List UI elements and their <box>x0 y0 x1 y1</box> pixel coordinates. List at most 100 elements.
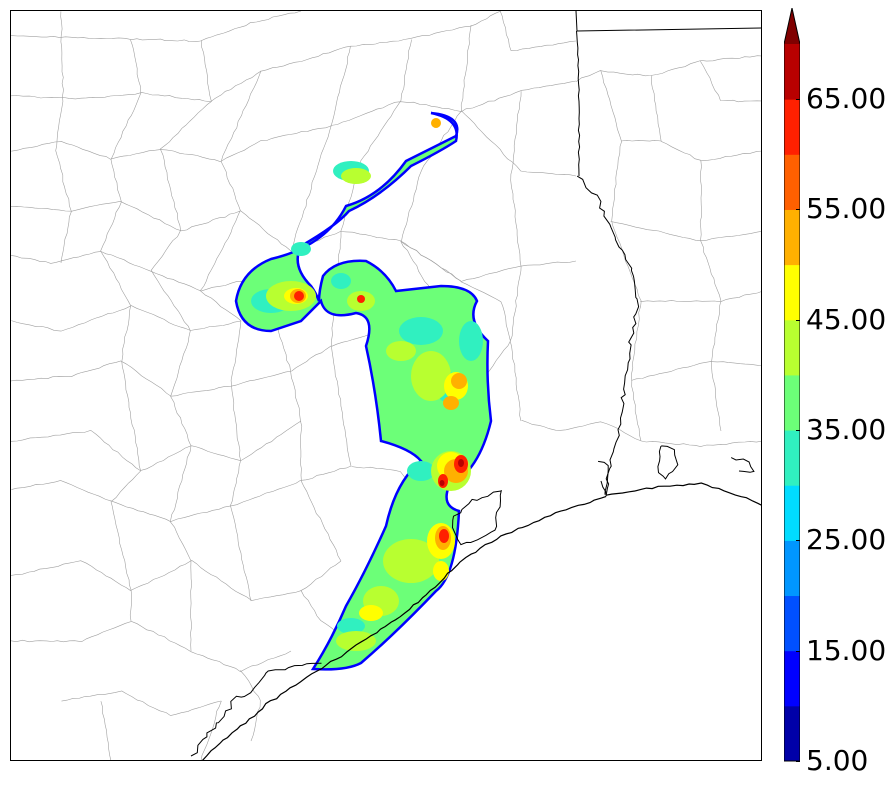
reflectivity-cell <box>433 561 449 581</box>
colorbar-arrow-border <box>784 8 800 45</box>
colorbar-tick-label: 65.00 <box>806 82 887 116</box>
county-line <box>11 200 292 252</box>
reflectivity-cell <box>336 631 376 651</box>
reflectivity-field <box>234 111 493 671</box>
colorbar-tick <box>796 761 800 762</box>
colorbar-segment <box>784 540 800 597</box>
colorbar-border <box>784 44 800 762</box>
county-line <box>330 80 577 126</box>
reflectivity-cell <box>294 291 304 301</box>
coastline <box>190 175 761 760</box>
county-line <box>11 11 302 42</box>
coastline-segment <box>606 482 761 506</box>
county-line <box>11 345 332 397</box>
county-line <box>11 465 352 523</box>
sabine-lake-outline <box>657 445 679 480</box>
county-line <box>621 139 662 142</box>
colorbar-segment <box>784 430 800 486</box>
reflectivity-cell <box>337 618 365 634</box>
county-line <box>291 231 577 282</box>
colorbar-tick-label: 55.00 <box>806 192 887 226</box>
state-boundary <box>575 11 761 177</box>
colorbar-segment <box>784 374 800 431</box>
county-line <box>509 91 522 422</box>
county-line <box>330 39 412 467</box>
colorbar-tick-label: 35.00 <box>806 413 887 447</box>
county-line <box>199 70 262 602</box>
colorbar-segment <box>784 705 800 762</box>
county-line <box>55 11 72 264</box>
state-line <box>576 30 581 177</box>
colorbar-segment <box>784 44 800 100</box>
colorbar-segment <box>784 319 800 376</box>
reflectivity-cell <box>451 373 467 389</box>
county-line <box>650 75 722 432</box>
colorbar-tick-label: 15.00 <box>806 633 887 667</box>
reflectivity-cell <box>443 396 459 410</box>
map-panel <box>10 10 762 761</box>
colorbar-segment <box>784 99 800 155</box>
reflectivity-cell <box>399 317 443 345</box>
colorbar-segment <box>784 485 800 541</box>
reflectivity-cell <box>458 459 464 467</box>
county-line <box>460 110 577 177</box>
reflectivity-cell <box>357 295 365 303</box>
county-boundaries <box>11 11 761 760</box>
county-line <box>100 39 142 622</box>
county-line <box>700 150 761 162</box>
county-line <box>460 281 511 382</box>
county-line <box>11 621 292 673</box>
state-line <box>575 11 761 32</box>
county-line <box>240 670 261 742</box>
reflectivity-cell <box>359 605 383 621</box>
reflectivity-cell <box>431 118 441 128</box>
reflectivity-cell <box>331 273 351 289</box>
reflectivity-cell <box>411 351 451 401</box>
colorbar-tick-label: 45.00 <box>806 302 887 336</box>
reflectivity-cell <box>439 529 449 543</box>
colorbar-segment <box>784 264 800 321</box>
coastline-segment <box>202 495 607 760</box>
colorbar-segment <box>784 595 800 652</box>
colorbar-tick <box>796 319 800 321</box>
county-line <box>640 291 761 303</box>
reflectivity-cell <box>383 539 439 583</box>
county-line <box>631 361 761 381</box>
county-line <box>200 700 222 760</box>
colorbar-tick-label: 25.00 <box>806 523 887 557</box>
county-line <box>100 701 112 760</box>
county-line <box>11 125 332 163</box>
reflectivity-cell <box>459 321 483 361</box>
sabine-river-line <box>576 175 640 497</box>
county-line <box>610 221 761 242</box>
colorbar-tick <box>796 430 800 432</box>
colorbar-tick <box>796 650 800 652</box>
calcasieu-lake-outline <box>730 457 755 473</box>
county-line <box>600 70 642 442</box>
county-line <box>11 251 262 292</box>
county-line <box>11 11 502 103</box>
galveston-bay-outline <box>451 489 502 546</box>
radar-reflectivity-map <box>11 11 761 760</box>
colorbar-tick <box>796 209 800 211</box>
county-line <box>150 40 212 652</box>
reflectivity-cell <box>341 168 371 184</box>
county-line <box>11 560 342 601</box>
reflectivity-cell <box>407 461 435 481</box>
county-line <box>500 11 577 51</box>
colorbar-tick-label: 5.00 <box>806 744 869 777</box>
county-line <box>61 690 222 716</box>
county-line <box>700 60 761 103</box>
colorbar-segment <box>784 209 800 266</box>
county-line <box>11 305 242 332</box>
county-line <box>576 55 761 82</box>
colorbar-tick <box>796 99 800 101</box>
reflectivity-cell <box>291 242 311 256</box>
coastal-inlet-outline <box>598 460 609 495</box>
colorbar-segment <box>784 650 800 707</box>
county-line <box>521 420 761 447</box>
colorbar-extend-arrow <box>784 8 800 44</box>
colorbar-tick <box>796 540 800 542</box>
inland-bay-outline <box>190 662 322 757</box>
reflectivity-cell <box>386 341 416 361</box>
